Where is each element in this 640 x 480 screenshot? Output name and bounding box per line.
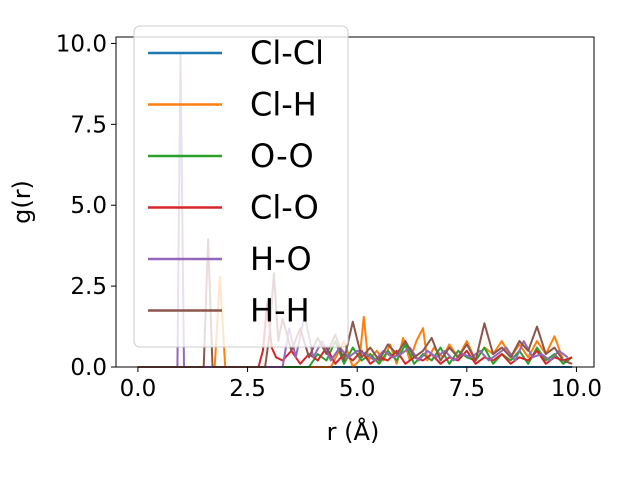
legend-label: O-O (250, 137, 314, 175)
x-tick-label: 2.5 (229, 376, 266, 402)
legend: Cl-Cl Cl-H O-O Cl-O H-O H-H (133, 25, 349, 348)
legend-label: Cl-O (250, 189, 319, 227)
legend-label: Cl-H (250, 86, 317, 124)
series-line-o-o (137, 340, 573, 368)
y-tick-label: 0.0 (70, 355, 107, 381)
x-axis: 0.0 2.5 5.0 7.5 10.0 (120, 367, 602, 402)
y-tick-label: 10.0 (56, 31, 107, 57)
legend-label: Cl-Cl (250, 34, 324, 72)
x-tick-label: 0.0 (120, 376, 157, 402)
y-axis-label: g(r) (8, 180, 36, 224)
y-tick-label: 2.5 (70, 274, 107, 300)
legend-label: H-O (250, 240, 312, 278)
legend-box (133, 25, 349, 348)
y-axis: 0.0 2.5 5.0 7.5 10.0 (56, 31, 116, 381)
y-tick-label: 7.5 (70, 112, 107, 138)
x-tick-label: 10.0 (551, 376, 602, 402)
plot-frame (115, 36, 595, 368)
x-tick-label: 5.0 (339, 376, 376, 402)
y-tick-label: 5.0 (70, 193, 107, 219)
legend-label: H-H (250, 292, 310, 330)
x-tick-label: 7.5 (449, 376, 486, 402)
x-axis-label: r (Å) (327, 417, 380, 446)
